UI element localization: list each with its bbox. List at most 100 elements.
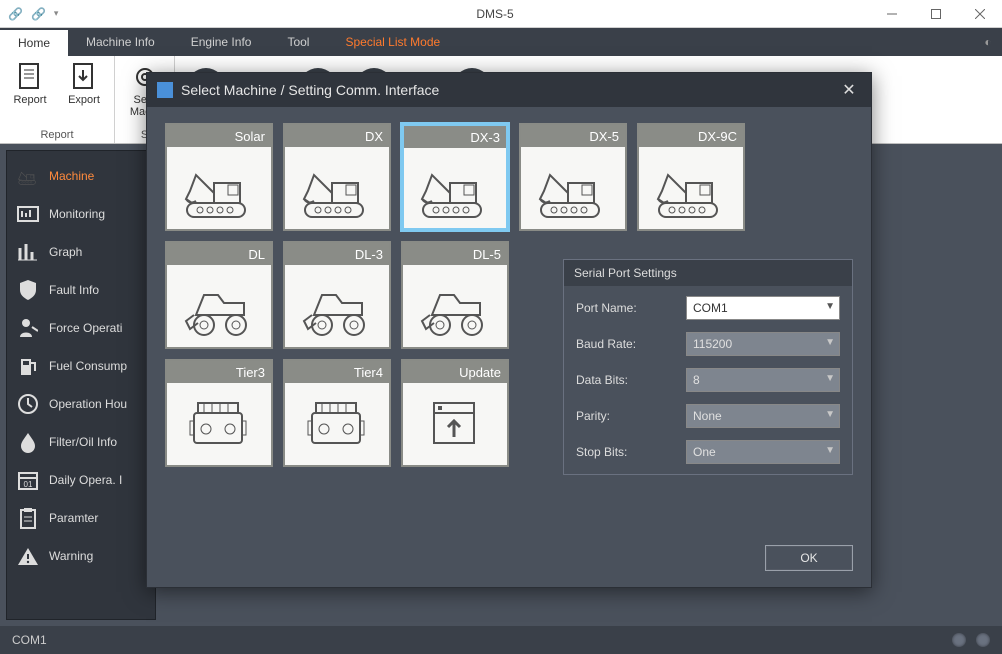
machine-option-update[interactable]: Update (401, 359, 509, 467)
fuel-icon (17, 355, 39, 377)
machine-label: DX (285, 125, 389, 147)
chevron-down-icon: ▼ (825, 445, 835, 456)
sidebar-item-label: Paramter (49, 511, 98, 525)
dialog-close-button[interactable]: ✕ (837, 78, 861, 102)
machine-option-tier4[interactable]: Tier4 (283, 359, 391, 467)
sidebar-item-daily-opera-i[interactable]: 01 Daily Opera. I (7, 461, 155, 499)
maximize-button[interactable] (914, 0, 958, 28)
sidebar-item-fault-info[interactable]: Fault Info (7, 271, 155, 309)
excavator-icon (285, 147, 389, 229)
machine-option-dl[interactable]: DL (165, 241, 273, 349)
serial-panel-title: Serial Port Settings (564, 260, 852, 286)
sidebar-item-label: Graph (49, 245, 82, 259)
machine-option-dx-9c[interactable]: DX-9C (637, 123, 745, 231)
qat-icon[interactable]: 🔗 (8, 7, 23, 21)
sidebar-item-machine[interactable]: Machine (7, 157, 155, 195)
ribbon-item-label: Report (13, 94, 46, 106)
parity-label: Parity: (576, 409, 686, 423)
machine-label: Tier3 (167, 361, 271, 383)
machine-label: DL-3 (285, 243, 389, 265)
status-port: COM1 (12, 633, 47, 647)
machine-option-dx-5[interactable]: DX-5 (519, 123, 627, 231)
calendar-icon: 01 (17, 469, 39, 491)
baud-rate-select[interactable]: 115200▼ (686, 332, 840, 356)
loader-icon (403, 265, 507, 347)
sidebar-item-label: Fuel Consump (49, 359, 127, 373)
machine-label: Tier4 (285, 361, 389, 383)
data-bits-select[interactable]: 8▼ (686, 368, 840, 392)
ribbon-export-button[interactable]: Export (60, 60, 108, 127)
data-bits-label: Data Bits: (576, 373, 686, 387)
help-icon[interactable]: ◐ (974, 28, 1002, 56)
dialog-header: Select Machine / Setting Comm. Interface… (147, 73, 871, 107)
window-title: DMS-5 (120, 7, 870, 21)
loader-icon (285, 265, 389, 347)
ribbon-report-button[interactable]: Report (6, 60, 54, 127)
machine-label: Solar (167, 125, 271, 147)
sidebar-item-operation-hou[interactable]: Operation Hou (7, 385, 155, 423)
ribbon-group-label: Report (6, 127, 108, 141)
report-icon (15, 62, 45, 92)
svg-text:01: 01 (24, 480, 33, 489)
select-machine-dialog: Select Machine / Setting Comm. Interface… (146, 72, 872, 588)
excavator-icon (521, 147, 625, 229)
machine-option-tier3[interactable]: Tier3 (165, 359, 273, 467)
tab-machine-info[interactable]: Machine Info (68, 28, 173, 56)
sidebar-item-monitoring[interactable]: Monitoring (7, 195, 155, 233)
sidebar-item-label: Machine (49, 169, 94, 183)
chevron-down-icon: ▼ (825, 301, 835, 312)
ribbon-group-report: Report Export Report (0, 56, 115, 143)
tab-tool[interactable]: Tool (269, 28, 327, 56)
machine-grid-row1: Solar DX DX-3 DX-5 DX-9C (165, 123, 745, 231)
stop-bits-select[interactable]: One▼ (686, 440, 840, 464)
loader-icon (167, 265, 271, 347)
machine-label: DL (167, 243, 271, 265)
port-name-select[interactable]: COM1▼ (686, 296, 840, 320)
qat-dropdown-icon[interactable]: ▾ (54, 8, 59, 19)
update-icon (403, 383, 507, 465)
clipboard-icon (17, 507, 39, 529)
export-icon (69, 62, 99, 92)
excavator-icon (404, 148, 506, 228)
titlebar: 🔗 🔗 ▾ DMS-5 (0, 0, 1002, 28)
ribbon-item-label: Export (68, 94, 100, 106)
serial-port-settings-panel: Serial Port Settings Port Name: COM1▼ Ba… (563, 259, 853, 475)
ribbon-tabs: Home Machine Info Engine Info Tool Speci… (0, 28, 1002, 56)
clock-icon (17, 393, 39, 415)
sidebar-item-label: Daily Opera. I (49, 473, 122, 487)
status-indicator (976, 633, 990, 647)
tab-special-list-mode[interactable]: Special List Mode (327, 28, 458, 56)
machine-label: DX-9C (639, 125, 743, 147)
minimize-button[interactable] (870, 0, 914, 28)
machine-option-dx-3[interactable]: DX-3 (401, 123, 509, 231)
machine-option-solar[interactable]: Solar (165, 123, 273, 231)
tab-home[interactable]: Home (0, 28, 68, 56)
sidebar: Machine Monitoring Graph Fault InfoForce Op… (6, 150, 156, 620)
sidebar-item-graph[interactable]: Graph (7, 233, 155, 271)
monitor-icon (17, 203, 39, 225)
sidebar-item-warning[interactable]: Warning (7, 537, 155, 575)
machine-option-dx[interactable]: DX (283, 123, 391, 231)
stop-bits-label: Stop Bits: (576, 445, 686, 459)
sidebar-item-label: Warning (49, 549, 93, 563)
engine-icon (167, 383, 271, 465)
qat-icon[interactable]: 🔗 (31, 7, 46, 21)
machine-label: DX-5 (521, 125, 625, 147)
parity-select[interactable]: None▼ (686, 404, 840, 428)
bars-icon (17, 241, 39, 263)
machine-option-dl-3[interactable]: DL-3 (283, 241, 391, 349)
sidebar-item-filter-oil-info[interactable]: Filter/Oil Info (7, 423, 155, 461)
excavator-icon (167, 147, 271, 229)
chevron-down-icon: ▼ (825, 373, 835, 384)
person-icon (17, 317, 39, 339)
sidebar-item-label: Filter/Oil Info (49, 435, 117, 449)
ok-button[interactable]: OK (765, 545, 853, 571)
sidebar-item-force-operati[interactable]: Force Operati (7, 309, 155, 347)
warning-icon (17, 545, 39, 567)
machine-label: DX-3 (404, 126, 506, 148)
sidebar-item-fuel-consump[interactable]: Fuel Consump (7, 347, 155, 385)
sidebar-item-paramter[interactable]: Paramter (7, 499, 155, 537)
machine-option-dl-5[interactable]: DL-5 (401, 241, 509, 349)
close-button[interactable] (958, 0, 1002, 28)
tab-engine-info[interactable]: Engine Info (173, 28, 270, 56)
